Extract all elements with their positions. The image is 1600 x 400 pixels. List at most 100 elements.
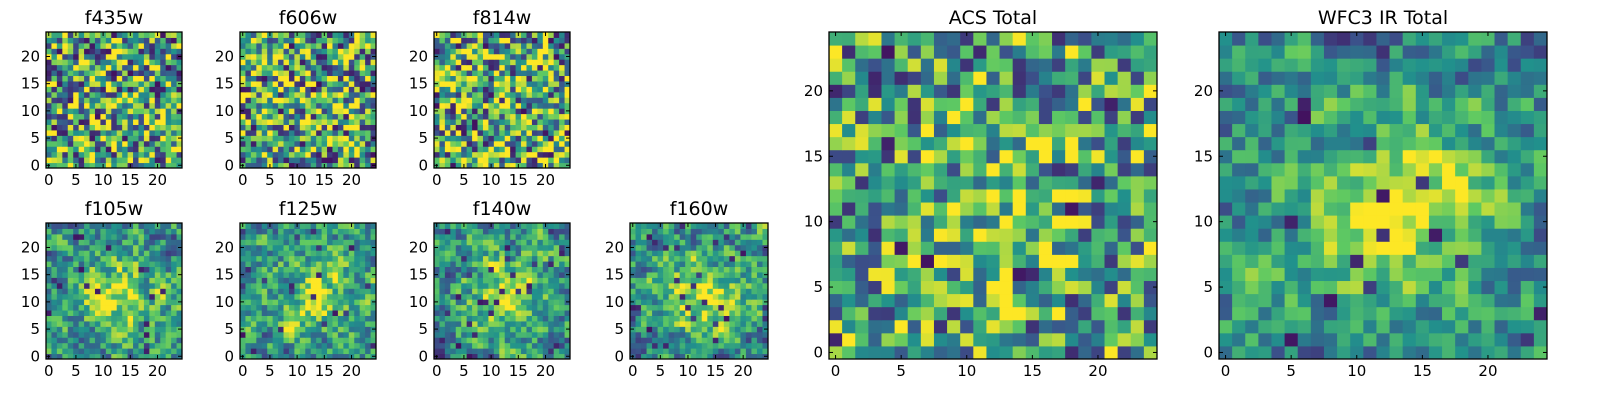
heatmap-cell — [685, 271, 692, 278]
heatmap-cell — [466, 326, 473, 333]
heatmap-cell — [127, 86, 134, 93]
heatmap-cell — [84, 59, 91, 66]
heatmap-cell — [762, 261, 769, 268]
heatmap-cell — [1078, 241, 1092, 255]
heatmap-cell — [1091, 228, 1106, 242]
heatmap-cell — [78, 244, 85, 251]
plot-frame — [45, 31, 183, 169]
heatmap-cell — [439, 157, 446, 164]
heatmap-cell — [466, 97, 473, 104]
heatmap-cell — [740, 228, 747, 235]
heatmap-cell — [111, 315, 118, 322]
heatmap-cell — [729, 353, 736, 360]
heatmap-cell — [73, 261, 80, 268]
heatmap-cell — [100, 97, 107, 104]
heatmap-cell — [62, 64, 69, 71]
heatmap-cell — [149, 266, 156, 273]
heatmap-cell — [504, 250, 511, 257]
heatmap-cell — [740, 310, 747, 316]
heatmap-cell — [343, 255, 350, 262]
heatmap-cell — [762, 282, 769, 289]
heatmap-cell — [283, 146, 290, 153]
heatmap-cell — [94, 124, 101, 131]
heatmap-cell — [160, 250, 167, 257]
heatmap-cell — [1025, 215, 1040, 229]
heatmap-cell — [466, 162, 473, 169]
heatmap-cell — [122, 342, 129, 349]
heatmap-cell — [122, 320, 129, 327]
heatmap-cell — [526, 342, 533, 349]
heatmap-cell — [283, 53, 290, 60]
heatmap-cell — [305, 102, 312, 109]
heatmap-cell — [472, 304, 479, 311]
heatmap-cell — [294, 282, 301, 289]
heatmap-cell — [256, 282, 263, 289]
heatmap-cell — [89, 331, 96, 338]
heatmap-cell — [751, 310, 758, 316]
heatmap-cell — [154, 348, 161, 355]
heatmap-cell — [842, 319, 856, 334]
heatmap-cell — [652, 277, 659, 284]
heatmap-cell — [1038, 175, 1053, 190]
plot-frame — [45, 222, 183, 360]
heatmap-cell — [105, 70, 112, 77]
heatmap-cell — [466, 348, 473, 355]
heatmap-cell — [1104, 188, 1119, 203]
heatmap-cell — [510, 48, 517, 55]
heatmap-cell — [111, 42, 118, 49]
heatmap-cell — [46, 97, 52, 104]
heatmap-cell — [466, 304, 473, 311]
heatmap-cell — [294, 348, 301, 355]
heatmap-cell — [370, 342, 377, 349]
heatmap-cell — [176, 310, 183, 316]
heatmap-cell — [56, 223, 63, 229]
heatmap-cell — [240, 250, 246, 257]
heatmap-cell — [105, 261, 112, 268]
heatmap-cell — [272, 32, 279, 38]
heatmap-cell — [149, 162, 156, 169]
heatmap-cell — [256, 299, 263, 306]
heatmap-cell — [154, 315, 161, 322]
heatmap-cell — [499, 244, 506, 251]
heatmap-cell — [332, 70, 339, 77]
heatmap-cell — [73, 97, 80, 104]
heatmap-cell — [67, 326, 74, 333]
heatmap-cell — [734, 310, 741, 316]
heatmap-cell — [84, 119, 91, 125]
heatmap-cell — [685, 310, 692, 316]
heatmap-cell — [762, 315, 769, 322]
heatmap-cell — [1078, 267, 1092, 282]
heatmap-cell — [986, 332, 1001, 347]
heatmap-cell — [652, 244, 659, 251]
heatmap-cell — [359, 75, 366, 82]
heatmap-cell — [62, 32, 69, 38]
y-tick-label: 15 — [21, 266, 40, 284]
heatmap-cell — [756, 326, 763, 333]
heatmap-cell — [56, 353, 63, 360]
heatmap-cell — [154, 326, 161, 333]
heatmap-cell — [521, 70, 527, 77]
heatmap-cell — [267, 80, 274, 87]
heatmap-cell — [245, 320, 252, 327]
heatmap-cell — [354, 261, 361, 268]
heatmap-cell — [105, 32, 112, 38]
heatmap-cell — [89, 271, 96, 278]
heatmap-cell — [734, 271, 741, 278]
heatmap-cell — [127, 233, 134, 240]
heatmap-cell — [696, 320, 703, 327]
heatmap-cell — [116, 320, 123, 327]
heatmap-cell — [310, 326, 317, 333]
heatmap-cell — [354, 228, 361, 235]
heatmap-cell — [165, 331, 172, 338]
heatmap-cell — [960, 175, 974, 190]
heatmap-cell — [461, 288, 468, 295]
heatmap-cell — [1038, 293, 1053, 308]
heatmap-cell — [89, 304, 96, 311]
heatmap-cell — [641, 304, 648, 311]
heatmap-cell — [510, 53, 517, 60]
heatmap-cell — [472, 151, 479, 158]
heatmap-cell — [466, 342, 473, 349]
heatmap-cell — [537, 119, 544, 125]
heatmap-cell — [359, 59, 366, 66]
heatmap-cell — [316, 70, 323, 77]
